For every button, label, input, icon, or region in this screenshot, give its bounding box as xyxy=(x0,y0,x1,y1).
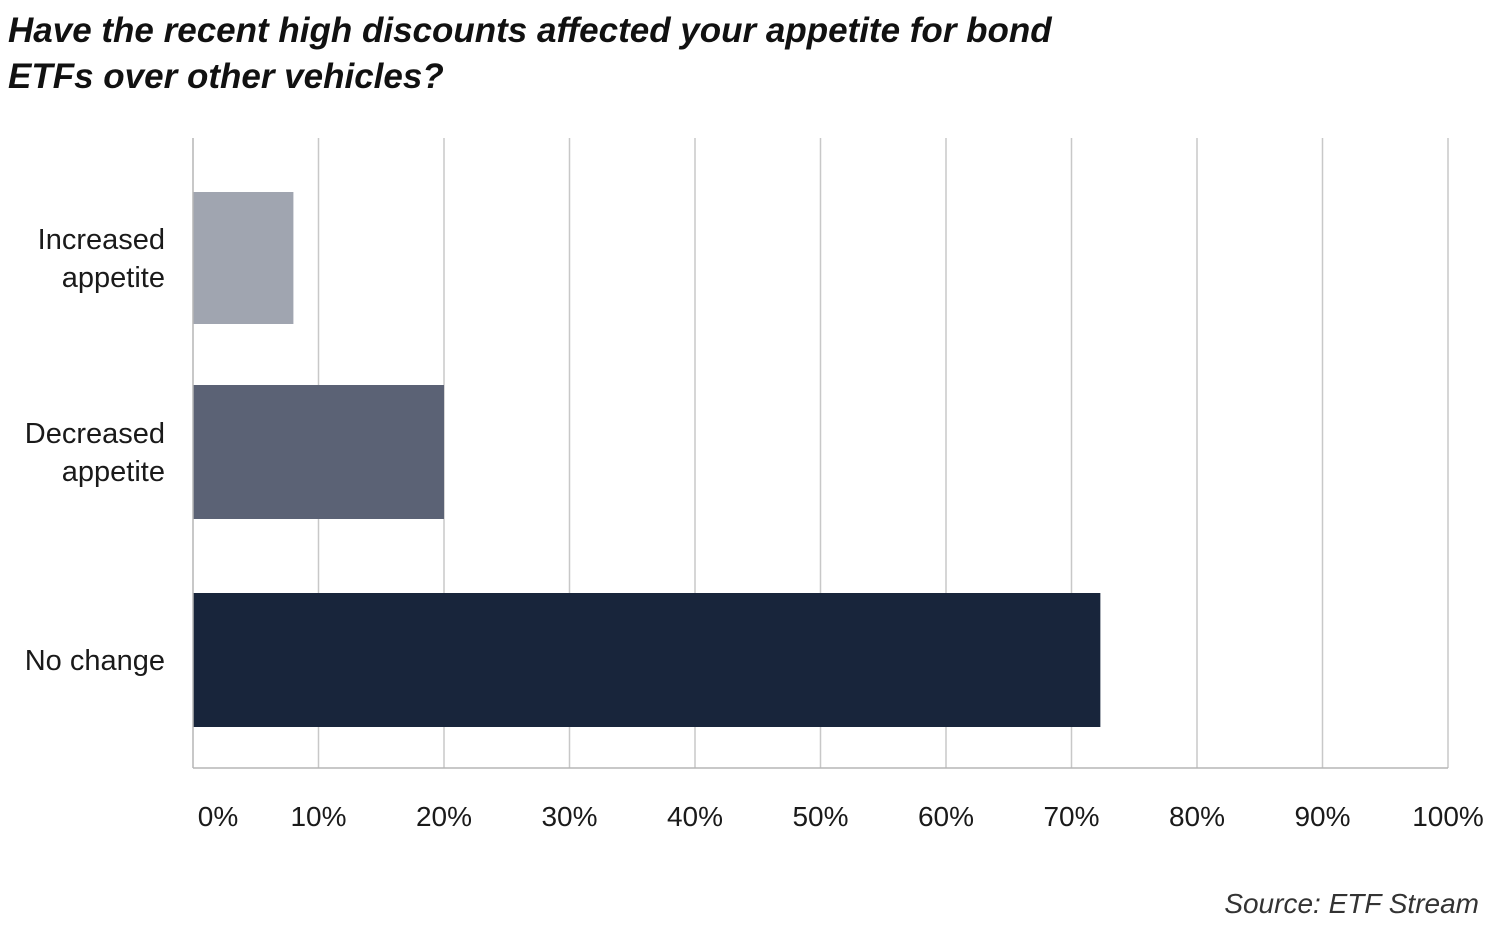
category-label: Increased appetite xyxy=(38,224,165,294)
bar xyxy=(193,192,294,324)
chart-title: Have the recent high discounts affected … xyxy=(8,11,1052,96)
bar xyxy=(193,593,1101,727)
category-label-line: appetite xyxy=(62,262,165,294)
bars xyxy=(193,192,1101,727)
x-tick-label: 100% xyxy=(1412,801,1484,832)
x-tick-labels: 0% 10% 20% 30% 40% 50% 60% 70% 80% 90% 100% xyxy=(198,801,1484,832)
source-note: Source: ETF Stream xyxy=(1224,888,1479,919)
x-tick-label: 30% xyxy=(541,801,597,832)
x-tick-label: 50% xyxy=(792,801,848,832)
category-label-line: appetite xyxy=(62,456,165,488)
x-tick-label: 40% xyxy=(667,801,723,832)
category-label-line: Increased xyxy=(38,224,165,256)
axes xyxy=(192,138,1448,769)
category-label-line: Decreased xyxy=(25,418,165,450)
x-tick-label: 80% xyxy=(1169,801,1225,832)
bar xyxy=(193,385,444,519)
x-tick-label: 70% xyxy=(1043,801,1099,832)
category-label-line: No change xyxy=(25,645,165,677)
x-tick-label: 0% xyxy=(198,801,238,832)
x-tick-label: 60% xyxy=(918,801,974,832)
x-tick-label: 10% xyxy=(290,801,346,832)
category-label: Decreased appetite xyxy=(25,418,165,488)
category-label: No change xyxy=(25,645,165,677)
category-labels: Increased appetite Decreased appetite No cha… xyxy=(25,224,165,677)
x-tick-label: 90% xyxy=(1294,801,1350,832)
x-tick-label: 20% xyxy=(416,801,472,832)
